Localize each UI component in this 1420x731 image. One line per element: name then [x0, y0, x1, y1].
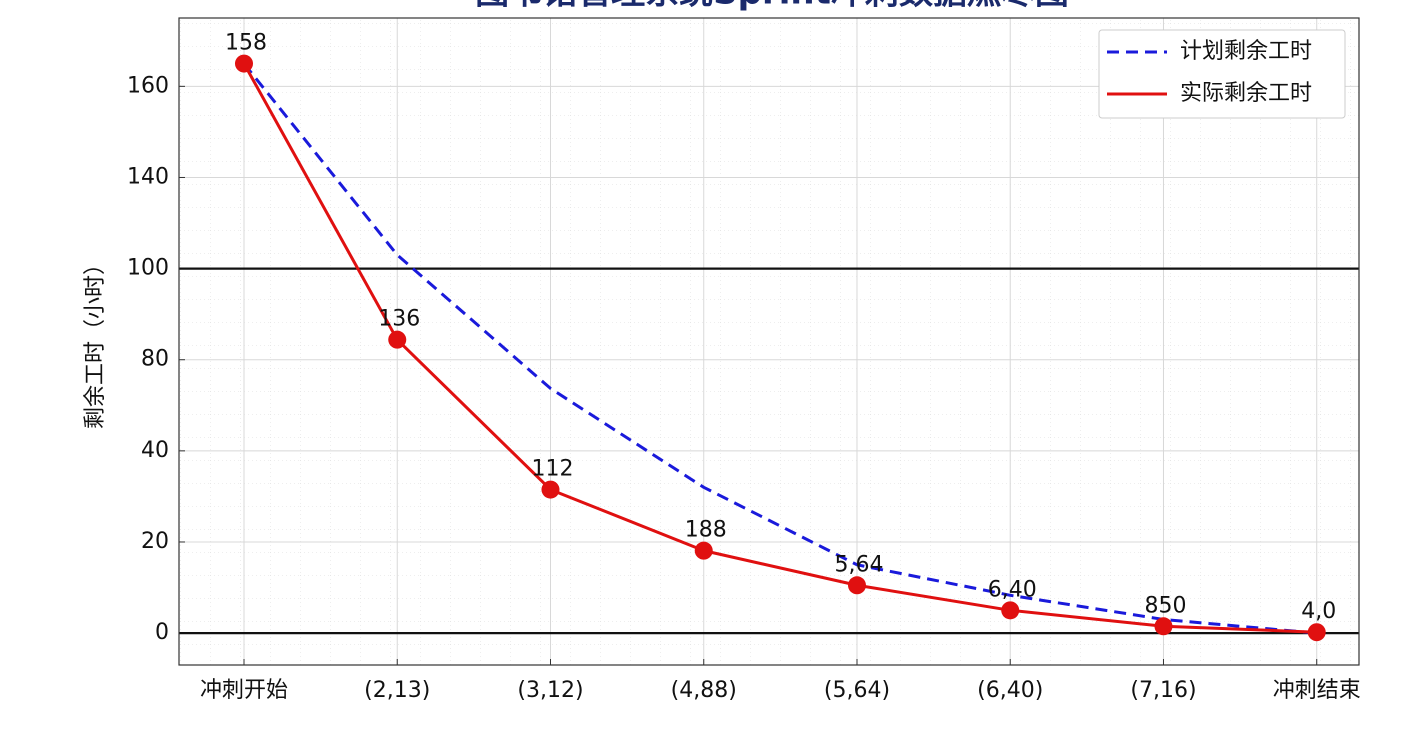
x-tick-label: (4,88)	[671, 678, 737, 703]
point-annotation: 112	[531, 457, 573, 482]
series-line	[242, 62, 1317, 635]
point	[235, 54, 253, 73]
x-tick-label: (7,16)	[1130, 678, 1196, 703]
y-tick-label: 40	[141, 438, 169, 463]
y-axis-label: 剩余工时（小时）	[83, 253, 108, 429]
point-annotation: 158	[225, 31, 267, 56]
point-annotation: 6,40	[988, 577, 1037, 602]
minor-grid	[179, 18, 1359, 665]
marks	[235, 54, 1326, 642]
x-tick-label: (6,40)	[977, 678, 1043, 703]
x-tick-label: 冲刺开始	[200, 678, 288, 703]
y-tick-label: 160	[127, 73, 169, 98]
point	[694, 541, 713, 560]
x-tick-label: (3,12)	[517, 678, 583, 703]
grid	[179, 18, 1359, 665]
x-tick-label: 冲刺结束	[1273, 678, 1361, 703]
y-tick-label: 0	[155, 620, 169, 645]
legend-box	[1098, 29, 1346, 119]
x-tick-label: (2,13)	[364, 678, 430, 703]
point	[1154, 617, 1173, 636]
legend-label: 计划剩余工时	[1180, 39, 1312, 64]
y-tick-label: 20	[141, 529, 169, 554]
point-annotation: 850	[1144, 593, 1186, 618]
chart-title: 图书馆管理系统Sprint冲刺数据燃尽图	[475, 0, 1069, 13]
plot-frame	[178, 17, 1360, 666]
point-annotation: 4,0	[1301, 599, 1336, 624]
point	[541, 480, 560, 499]
point	[1001, 601, 1020, 620]
series-line	[242, 62, 1317, 634]
point-annotation: 5,64	[834, 552, 883, 577]
legend-label: 实际剩余工时	[1180, 81, 1312, 106]
point-annotation: 136	[378, 307, 420, 332]
y-tick-label: 100	[127, 256, 169, 281]
point-annotation: 188	[685, 518, 727, 543]
x-tick-label: (5,64)	[824, 678, 890, 703]
y-tick-label: 140	[127, 164, 169, 189]
point	[1307, 623, 1326, 642]
point	[388, 330, 407, 349]
y-tick-label: 80	[141, 347, 169, 372]
point	[847, 576, 866, 595]
